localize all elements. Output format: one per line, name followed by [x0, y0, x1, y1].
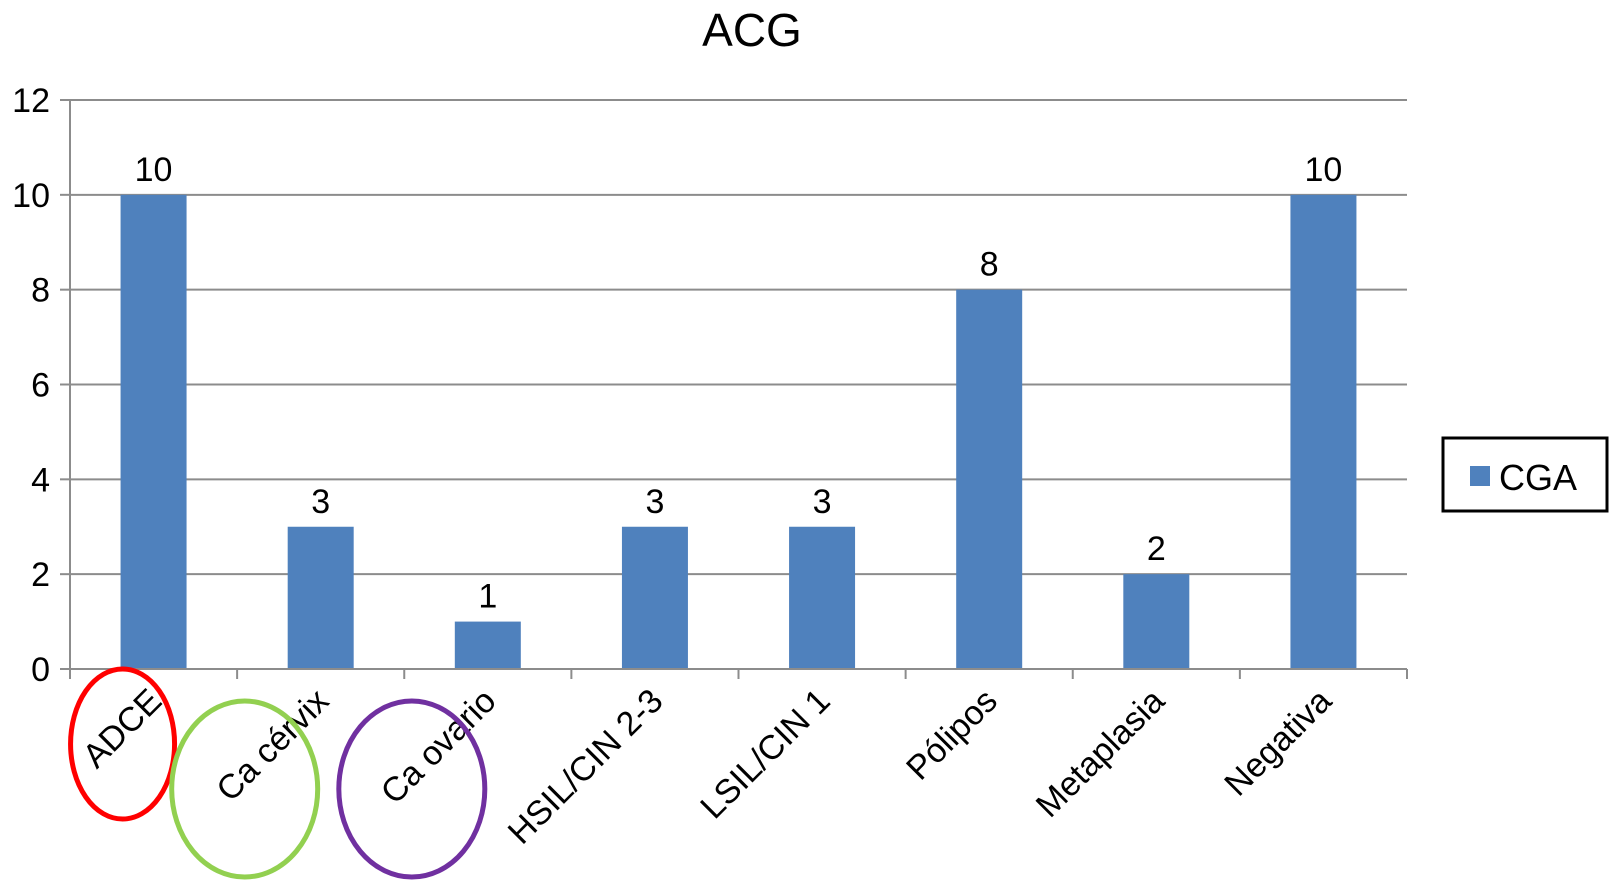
bar [1123, 574, 1190, 669]
highlight-ellipse [169, 698, 321, 880]
legend-swatch-cga [1470, 466, 1490, 486]
data-label: 8 [980, 246, 999, 284]
y-tick-label: 2 [31, 556, 50, 594]
highlight-ellipse [336, 698, 488, 880]
legend-label-cga: CGA [1499, 457, 1577, 498]
bar [956, 289, 1023, 669]
y-tick-label: 4 [31, 461, 50, 499]
data-label: 10 [135, 151, 173, 189]
y-tick-label: 10 [12, 177, 50, 215]
highlight-ellipse [68, 666, 178, 822]
y-tick-label: 6 [31, 367, 50, 405]
x-tick-label: ADCE [76, 682, 170, 776]
x-tick-label: Metaplasia [1029, 682, 1172, 825]
bar [454, 621, 521, 669]
data-label: 3 [311, 483, 330, 521]
bar [621, 526, 688, 669]
bar [1290, 194, 1357, 670]
x-tick-label: HSIL/CIN 2-3 [501, 682, 671, 852]
bars [120, 194, 1357, 670]
data-labels: 10 3 1 3 3 8 2 10 [135, 151, 1343, 616]
highlight-ellipses [68, 666, 488, 880]
data-label: 3 [813, 483, 832, 521]
axes [69, 100, 1408, 679]
y-tick-label: 12 [12, 82, 50, 120]
data-label: 3 [645, 483, 664, 521]
y-tick-label: 0 [31, 651, 50, 689]
bar [287, 526, 354, 669]
bar [789, 526, 856, 669]
legend: CGA [1441, 436, 1609, 513]
y-tick-label: 8 [31, 272, 50, 310]
data-label: 1 [478, 578, 497, 616]
y-axis-tick-labels: 0 2 4 6 8 10 12 [12, 82, 50, 689]
x-tick-label: Pólipos [899, 682, 1005, 788]
data-label: 2 [1147, 530, 1166, 568]
data-label: 10 [1305, 151, 1343, 189]
chart-title: ACG [702, 4, 802, 56]
gridlines [60, 99, 1407, 670]
x-tick-label: LSIL/CIN 1 [693, 682, 837, 826]
x-tick-label: Negativa [1217, 682, 1339, 804]
bar [120, 194, 187, 670]
